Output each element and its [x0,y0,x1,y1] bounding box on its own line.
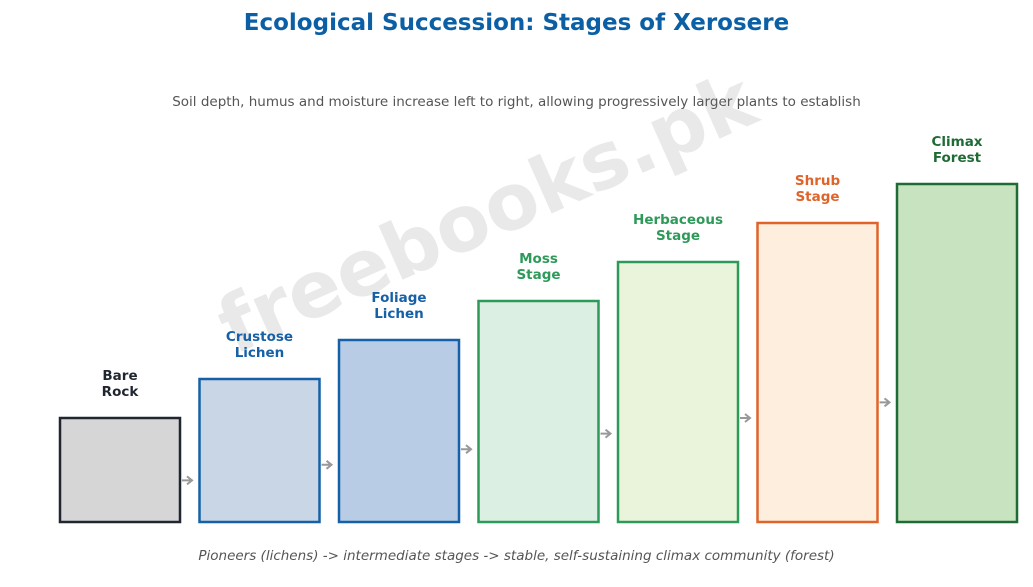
stage-label: Crustose [226,329,293,345]
stage-label: Stage [656,228,700,244]
diagram-subtitle: Soil depth, humus and moisture increase … [172,94,861,110]
arrow-right-icon [182,475,194,486]
stage-box [58,416,182,524]
stage-label: Bare [102,368,137,384]
stage-label: Forest [933,150,982,166]
arrow-right-icon [321,460,334,470]
stage-label: Climax [931,134,982,150]
diagram-footer: Pioneers (lichens) -> intermediate stage… [198,548,835,564]
stage-box [477,299,600,524]
arrow-right-icon [461,444,473,454]
stage-box [198,377,321,524]
stage-box [616,260,740,524]
stage-box [895,182,1019,524]
stage-label: Foliage [371,290,426,306]
stage-label: Lichen [235,345,285,361]
arrow-right-icon [740,413,752,423]
stage-label: Stage [795,189,839,205]
diagram-title: Ecological Succession: Stages of Xeroser… [243,10,790,36]
stage-label: Lichen [374,306,424,322]
stage-label: Shrub [795,173,841,189]
stage-label: Moss [519,251,558,267]
stage-box [756,221,879,524]
stage-label: Stage [516,267,560,283]
stage-label: Herbaceous [633,212,723,228]
arrow-right-icon [879,397,892,408]
arrow-right-icon [600,428,613,439]
stage-box [337,338,461,524]
stage-label: Rock [102,384,140,400]
